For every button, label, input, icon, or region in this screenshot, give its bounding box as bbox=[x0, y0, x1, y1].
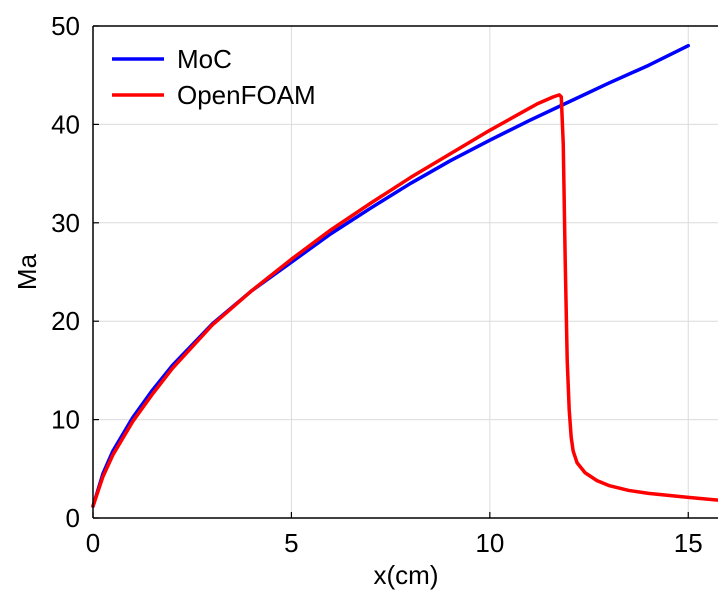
series-line-openfoam bbox=[91, 93, 718, 508]
y-axis-label: Ma bbox=[12, 253, 42, 290]
series-line-moc bbox=[91, 43, 690, 508]
legend: MoC OpenFOAM bbox=[112, 44, 316, 110]
y-tick-label: 20 bbox=[51, 306, 80, 336]
legend-label-moc: MoC bbox=[177, 44, 232, 74]
ticks-layer: 0 5 10 15 0 10 20 30 40 50 bbox=[51, 11, 703, 558]
y-tick-label: 30 bbox=[51, 208, 80, 238]
x-tick-label: 0 bbox=[86, 528, 100, 558]
plot-area bbox=[93, 26, 718, 518]
grid-layer bbox=[93, 26, 718, 518]
axes-layer bbox=[92, 25, 718, 519]
y-tick-label: 40 bbox=[51, 109, 80, 139]
x-tick-label: 15 bbox=[674, 528, 703, 558]
y-tick-label: 0 bbox=[66, 503, 80, 533]
legend-label-openfoam: OpenFOAM bbox=[177, 80, 316, 110]
x-axis-label: x(cm) bbox=[374, 560, 439, 590]
series-layer bbox=[91, 43, 718, 508]
y-tick-label: 10 bbox=[51, 405, 80, 435]
x-tick-label: 5 bbox=[284, 528, 298, 558]
y-tick-label: 50 bbox=[51, 11, 80, 41]
x-tick-label: 10 bbox=[475, 528, 504, 558]
